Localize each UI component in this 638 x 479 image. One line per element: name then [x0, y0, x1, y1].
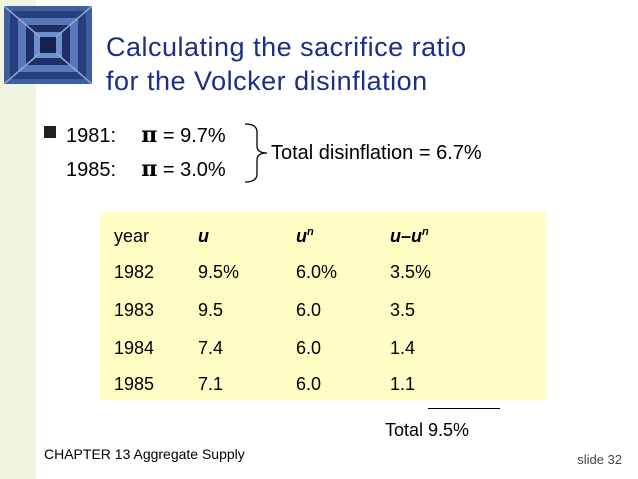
cell-diff: 3.5 — [390, 300, 416, 320]
cell-un: 6.0 — [296, 300, 322, 320]
cell-un: 6.0 — [296, 374, 322, 394]
inflation-1981-value: = 9.7% — [162, 125, 226, 147]
unemployment-table: year u un u–un 1982 9.5% 6.0% 3.5% 1983 … — [100, 212, 546, 400]
cell-un: 6.0% — [296, 262, 338, 282]
cell-u: 9.5 — [198, 300, 224, 320]
inflation-1985-row: 1985: π = 3.0% — [66, 156, 226, 182]
title-line-2: for the Volcker disinflation — [106, 66, 428, 96]
cell-diff: 1.4 — [390, 338, 416, 358]
header-cyclical-unemployment: u–un — [390, 226, 429, 246]
year-1985-label: 1985: — [66, 159, 117, 181]
header-u: u — [198, 226, 209, 246]
header-natural-rate: un — [296, 226, 314, 246]
year-1981-label: 1981: — [66, 125, 117, 147]
right-brace-icon — [244, 123, 268, 183]
cell-year: 1985 — [114, 374, 155, 394]
inflation-1985-value: = 3.0% — [162, 159, 226, 181]
chapter-footer: CHAPTER 13 Aggregate Supply — [44, 446, 245, 462]
cell-year: 1982 — [114, 262, 155, 282]
square-bullet-icon — [44, 126, 56, 138]
logo-icon — [4, 6, 92, 84]
pi-symbol: π — [141, 122, 158, 148]
pi-symbol: π — [141, 156, 158, 182]
cell-year: 1983 — [114, 300, 155, 320]
cell-un: 6.0 — [296, 338, 322, 358]
header-year: year — [114, 226, 150, 246]
sum-divider — [428, 408, 500, 409]
cell-u: 9.5% — [198, 262, 240, 282]
slide-title: Calculating the sacrifice ratio for the … — [106, 30, 467, 98]
cell-diff: 1.1 — [390, 374, 416, 394]
total-cyclical-unemployment: Total 9.5% — [385, 420, 470, 440]
cell-u: 7.4 — [198, 338, 224, 358]
cell-diff: 3.5% — [390, 262, 432, 282]
slide-number: slide 32 — [577, 452, 622, 467]
cell-u: 7.1 — [198, 374, 224, 394]
inflation-1981-row: 1981: π = 9.7% — [66, 122, 226, 148]
total-disinflation: Total disinflation = 6.7% — [271, 142, 482, 164]
title-line-1: Calculating the sacrifice ratio — [106, 32, 467, 62]
cell-year: 1984 — [114, 338, 155, 358]
